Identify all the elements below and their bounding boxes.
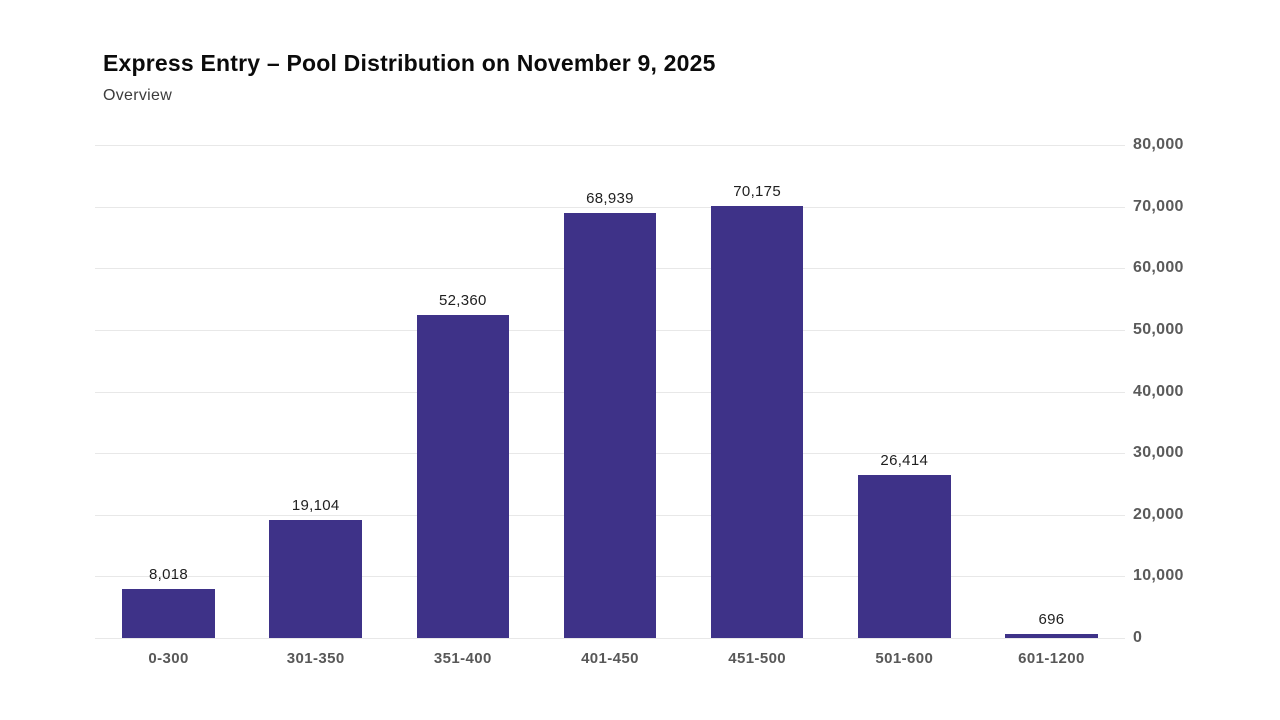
y-axis-tick-label: 20,000 xyxy=(1133,505,1184,523)
bar-slot: 68,939 xyxy=(536,145,683,638)
y-axis-tick-label: 30,000 xyxy=(1133,444,1184,462)
y-axis-tick-label: 60,000 xyxy=(1133,259,1184,277)
bars-container: 8,018 19,104 52,360 68,939 70,175 26,414 696 xyxy=(95,145,1125,638)
bar-slot: 696 xyxy=(978,145,1125,638)
x-axis-tick-label: 501-600 xyxy=(875,650,934,667)
bar-value-label: 70,175 xyxy=(733,182,781,200)
bar-value-label: 68,939 xyxy=(586,190,634,208)
y-axis-tick-label: 10,000 xyxy=(1133,567,1184,585)
bar-value-label: 52,360 xyxy=(439,292,487,310)
bar-601-1200[interactable]: 696 xyxy=(1005,611,1098,638)
bar-501-600[interactable]: 26,414 xyxy=(857,452,951,638)
bar-slot: 52,360 xyxy=(389,145,536,638)
gridline xyxy=(95,638,1125,639)
x-axis-labels: 0-300 301-350 351-400 401-450 451-500 501-600… xyxy=(95,650,1125,667)
chart-title: Express Entry – Pool Distribution on Nov… xyxy=(103,50,716,76)
y-axis-tick-label: 80,000 xyxy=(1133,136,1184,153)
bar-value-label: 696 xyxy=(1038,610,1065,628)
bar-401-450[interactable]: 68,939 xyxy=(563,190,657,638)
bar-slot: 70,175 xyxy=(684,145,831,638)
x-axis-tick-label: 0-300 xyxy=(148,650,189,667)
bar-301-350[interactable]: 19,104 xyxy=(269,497,363,638)
plot-area: 8,018 19,104 52,360 68,939 70,175 26,414 696 xyxy=(95,145,1125,639)
gridline xyxy=(95,206,1125,208)
bar-slot: 26,414 xyxy=(831,145,978,638)
x-axis-tick-label: 301-350 xyxy=(286,650,345,667)
y-axis-labels: 0 10,000 20,000 30,000 40,000 50,000 60,000 70,… xyxy=(1133,136,1213,646)
bar-value-label: 19,104 xyxy=(291,497,340,515)
chart-subtitle: Overview xyxy=(103,87,173,104)
bar-value-label: 8,018 xyxy=(149,565,189,583)
bar-351-400[interactable]: 52,360 xyxy=(416,292,510,638)
y-axis-tick-label: 50,000 xyxy=(1133,320,1184,338)
bar-0-300[interactable]: 8,018 xyxy=(122,566,215,638)
x-axis-tick-label: 451-500 xyxy=(728,650,787,667)
y-axis-tick-label: 0 xyxy=(1133,629,1143,646)
x-axis-tick-label: 351-400 xyxy=(433,650,492,667)
bar-slot: 8,018 xyxy=(95,145,242,638)
y-axis-tick-label: 70,000 xyxy=(1133,197,1184,215)
y-axis-tick-label: 40,000 xyxy=(1133,382,1184,400)
bar-451-500[interactable]: 70,175 xyxy=(710,183,804,638)
bar-slot: 19,104 xyxy=(242,145,389,638)
gridline xyxy=(95,145,1125,146)
bar-value-label: 26,414 xyxy=(880,452,929,470)
x-axis-tick-label: 401-450 xyxy=(581,650,639,667)
x-axis-tick-label: 601-1200 xyxy=(1018,650,1085,667)
